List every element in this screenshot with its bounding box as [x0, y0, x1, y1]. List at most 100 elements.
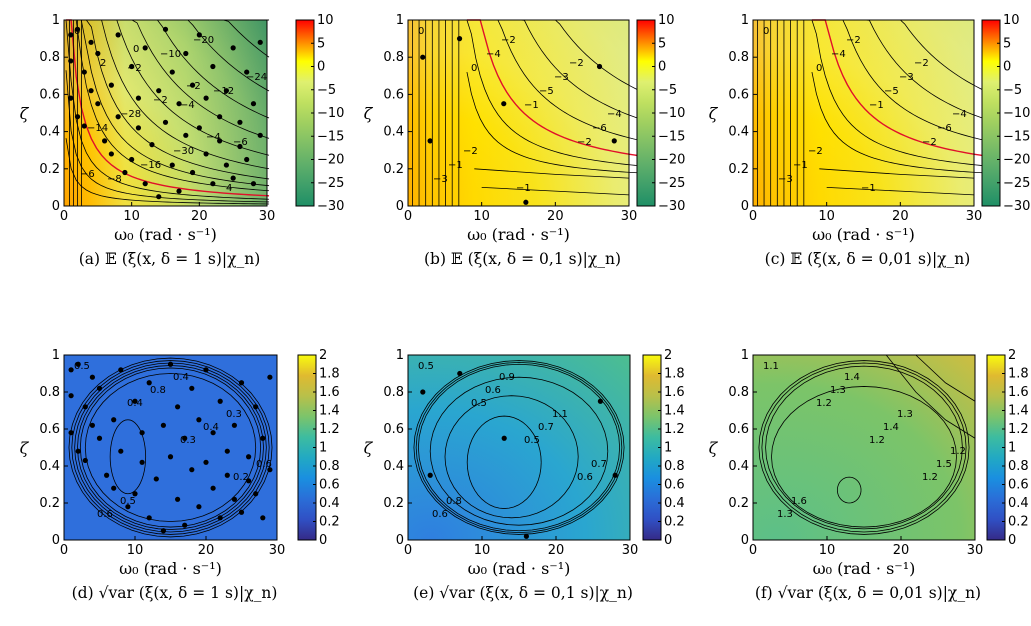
sample-point	[210, 430, 216, 436]
x-tick-label: 20	[547, 209, 564, 224]
colorbar-tick-label: 1.6	[319, 385, 340, 400]
sample-point	[217, 515, 223, 521]
sample-point	[142, 45, 148, 51]
sample-point	[135, 125, 142, 131]
sample-point	[246, 454, 252, 460]
sample-point	[501, 101, 507, 107]
x-tick-label: 10	[473, 209, 490, 224]
contour-label: 0.3	[180, 435, 196, 446]
sample-point	[189, 169, 196, 176]
colorbar-tick-label: −25	[317, 176, 344, 191]
sample-point	[111, 485, 117, 491]
y-tick-label: 0	[52, 533, 60, 548]
y-tick-label: 0.6	[39, 422, 60, 437]
x-tick-label: 20	[548, 543, 565, 558]
x-tick-label: 20	[892, 209, 909, 224]
contour-label: 1.1	[552, 409, 568, 420]
sample-point	[81, 123, 87, 129]
y-tick-label: 0	[52, 199, 60, 214]
sample-point	[183, 132, 189, 138]
contour-lines	[68, 357, 273, 538]
colorbar-tick-label: 1.8	[664, 367, 685, 382]
sample-point	[224, 472, 230, 478]
colorbar-tick-label: −15	[317, 129, 344, 144]
sample-point	[129, 156, 135, 163]
contour-label: −8	[107, 174, 122, 185]
sample-point	[153, 476, 159, 482]
colorbar-tick-label: 0	[664, 533, 672, 548]
x-tick-label: 0	[60, 543, 68, 558]
contour-label: −16	[140, 160, 161, 171]
sample-point	[122, 169, 128, 176]
contour-label: −1	[793, 160, 808, 171]
sample-point	[74, 114, 81, 120]
sample-point	[111, 417, 117, 423]
sample-point	[196, 32, 202, 38]
sample-point	[68, 32, 74, 38]
sample-point	[149, 142, 155, 148]
colorbar-tick-label: 0.6	[664, 478, 685, 493]
contour-label: −6	[80, 169, 95, 180]
x-axis-label: ω₀ (rad · s⁻¹)	[114, 225, 217, 244]
contour-label: 1.4	[844, 372, 860, 383]
colorbar-tick-label: −5	[317, 83, 336, 98]
panel-caption: (a) 𝔼 (ξ(x, δ = 1 s)|χ_n)	[79, 250, 261, 268]
sample-point	[253, 404, 259, 410]
colorbar-tick-label: 0	[658, 60, 666, 75]
panel-caption: (b) 𝔼 (ξ(x, δ = 0,1 s)|χ_n)	[424, 250, 621, 268]
contour-label: 0	[471, 63, 477, 74]
y-tick-label: 1	[741, 348, 749, 363]
contour-label: 0.6	[432, 509, 448, 520]
contour-label: 1.2	[922, 472, 938, 483]
colorbar-tick-label: 10	[658, 13, 675, 28]
sample-point	[253, 491, 259, 497]
sample-point	[96, 385, 103, 391]
contour-label: −1	[448, 160, 463, 171]
y-axis-label: ζ	[709, 439, 719, 458]
colorbar-tick-label: −10	[658, 106, 685, 121]
contour-label: −20	[193, 35, 214, 46]
contour-label: −6	[233, 137, 248, 148]
colorbar-tick-label: −5	[1003, 83, 1022, 98]
x-tick-label: 30	[259, 209, 276, 224]
contour-lines	[413, 360, 625, 535]
sample-point	[611, 138, 617, 144]
y-tick-label: 0.8	[39, 385, 60, 400]
y-tick-label: 1	[52, 13, 60, 28]
sample-point	[115, 32, 121, 38]
sample-point	[189, 82, 196, 88]
contour-label: 0.5	[524, 435, 540, 446]
sample-point	[267, 374, 273, 380]
sample-point	[167, 454, 174, 460]
sample-point	[250, 101, 257, 107]
y-axis-label: ζ	[364, 104, 374, 123]
sample-point	[420, 54, 426, 60]
sample-point	[176, 188, 182, 194]
sample-point	[260, 435, 266, 441]
contour-label: 1.5	[936, 459, 952, 470]
sample-point	[523, 533, 530, 539]
y-tick-label: 0.4	[728, 125, 749, 140]
colorbar-tick-label: −30	[1003, 199, 1030, 214]
sample-point	[612, 472, 618, 478]
sample-point	[82, 404, 88, 410]
y-axis-label: ζ	[364, 439, 374, 458]
contour-label: −2	[127, 63, 142, 74]
y-tick-label: 0.2	[383, 162, 404, 177]
colorbar-tick-label: 1.2	[664, 422, 685, 437]
colorbar-tick-label: 2	[319, 348, 327, 363]
sample-point	[169, 69, 175, 75]
contour-label: −5	[539, 86, 554, 97]
contour-label: −1	[516, 183, 531, 194]
x-tick-label: 0	[749, 543, 757, 558]
colorbar-tick-label: 0.2	[664, 515, 685, 530]
colorbar-tick-label: 0.8	[664, 459, 685, 474]
contour-label: −3	[778, 174, 793, 185]
sample-point	[257, 132, 263, 138]
y-tick-label: 0	[396, 199, 404, 214]
y-tick-label: 0.6	[383, 87, 404, 102]
y-tick-label: 0.4	[39, 125, 60, 140]
colorbar-tick-label: 10	[317, 13, 334, 28]
axes-frame	[407, 354, 631, 541]
